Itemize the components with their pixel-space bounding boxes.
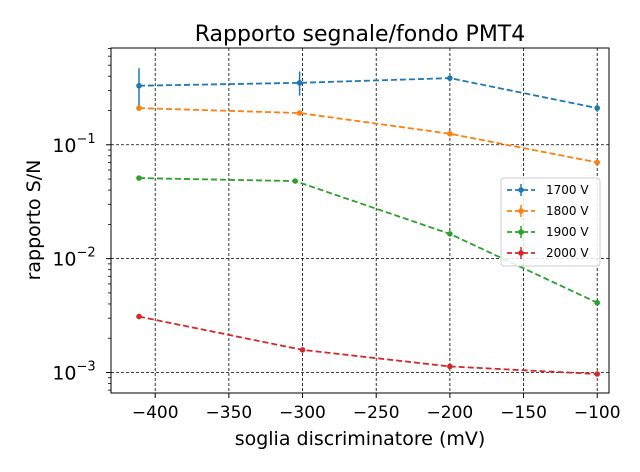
data-point bbox=[296, 80, 303, 86]
y-tick-label: 10−2 bbox=[52, 246, 95, 271]
y-tick-base: 10 bbox=[52, 363, 76, 385]
series-0 bbox=[136, 68, 601, 112]
data-point bbox=[447, 130, 453, 137]
series-line bbox=[138, 315, 598, 375]
data-point bbox=[594, 371, 601, 377]
x-tick-label: −200 bbox=[427, 403, 474, 423]
x-tick-label: −300 bbox=[279, 403, 326, 423]
y-axis-ticks: 10−110−210−3 bbox=[52, 48, 111, 391]
y-axis-label: rapporto S/N bbox=[23, 160, 45, 281]
chart-title: Rapporto segnale/fondo PMT4 bbox=[195, 22, 526, 47]
data-point bbox=[296, 110, 303, 116]
data-point bbox=[136, 105, 142, 111]
y-tick-exponent: −1 bbox=[77, 132, 96, 147]
x-tick-label: −350 bbox=[206, 403, 253, 423]
series-layer bbox=[136, 68, 601, 377]
legend-marker bbox=[518, 250, 524, 256]
y-tick-base: 10 bbox=[52, 249, 76, 271]
data-point bbox=[299, 347, 306, 353]
y-tick-base: 10 bbox=[52, 135, 76, 157]
data-point bbox=[447, 75, 453, 81]
legend-label: 1800 V bbox=[546, 204, 589, 218]
legend-entry: 1900 V bbox=[507, 225, 589, 239]
y-tick-exponent: −3 bbox=[77, 360, 96, 375]
legend-label: 1900 V bbox=[546, 225, 589, 239]
data-point bbox=[136, 313, 142, 320]
series-line bbox=[138, 107, 598, 164]
series-line bbox=[138, 77, 598, 109]
data-point bbox=[594, 299, 601, 306]
x-tick-label: −250 bbox=[353, 403, 400, 423]
x-tick-label: −100 bbox=[574, 403, 621, 423]
series-3 bbox=[136, 313, 601, 377]
legend-marker bbox=[518, 208, 524, 214]
legend-entry: 1700 V bbox=[507, 183, 589, 197]
legend-marker bbox=[518, 187, 524, 193]
legend-box bbox=[500, 177, 601, 267]
data-point bbox=[136, 82, 142, 89]
legend-label: 1700 V bbox=[546, 183, 589, 197]
legend: 1700 V 1800 V 1900 V 2000 V bbox=[500, 177, 601, 267]
x-axis-ticks: −400 −350 −300 −250 −200 −150 −100 bbox=[132, 393, 621, 423]
x-tick-label: −150 bbox=[500, 403, 547, 423]
legend-entry: 2000 V bbox=[507, 246, 589, 260]
legend-entry: 1800 V bbox=[507, 204, 589, 218]
data-point bbox=[136, 175, 142, 181]
data-point bbox=[594, 159, 601, 166]
y-tick-label: 10−1 bbox=[52, 132, 95, 157]
data-point bbox=[447, 231, 453, 237]
data-point bbox=[292, 178, 298, 184]
series-1 bbox=[136, 105, 601, 166]
plot-area-frame bbox=[110, 47, 610, 394]
series-2 bbox=[136, 175, 601, 306]
y-tick-exponent: −2 bbox=[77, 246, 96, 261]
x-tick-label: −400 bbox=[132, 403, 179, 423]
data-point bbox=[594, 105, 601, 111]
legend-marker bbox=[518, 229, 524, 235]
y-tick-label: 10−3 bbox=[52, 360, 95, 385]
x-axis-label: soglia discriminatore (mV) bbox=[235, 428, 486, 450]
data-point bbox=[447, 363, 453, 370]
series-line bbox=[138, 177, 598, 304]
legend-label: 2000 V bbox=[546, 246, 589, 260]
